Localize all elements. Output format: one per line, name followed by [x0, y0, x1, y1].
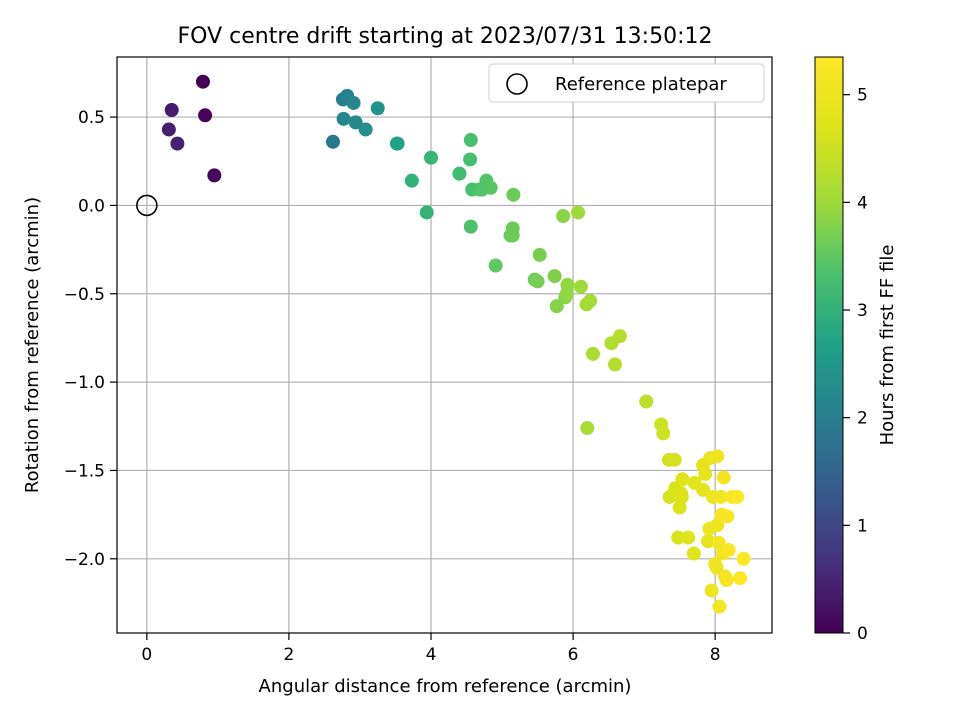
data-point: [571, 205, 586, 220]
data-point: [733, 571, 748, 586]
data-point: [709, 560, 724, 575]
data-point: [195, 74, 210, 89]
chart-title: FOV centre drift starting at 2023/07/31 …: [178, 24, 713, 49]
data-point: [547, 269, 562, 284]
data-point: [639, 394, 654, 409]
data-point: [713, 489, 728, 504]
data-point: [712, 599, 727, 614]
data-point: [667, 452, 682, 467]
data-point: [696, 482, 711, 497]
data-point: [336, 111, 351, 126]
data-point: [716, 470, 731, 485]
data-point: [672, 500, 687, 515]
data-point: [698, 466, 713, 481]
colorbar-tick-label: 2: [857, 409, 868, 429]
data-point: [483, 180, 498, 195]
reference-marker-group: [136, 194, 158, 217]
data-point: [701, 534, 716, 549]
data-point: [358, 122, 373, 137]
data-point: [463, 133, 478, 148]
legend-box: [488, 63, 765, 103]
data-point: [686, 546, 701, 561]
data-point: [170, 136, 185, 151]
data-point: [161, 122, 176, 137]
data-point: [711, 535, 726, 550]
y-tick-label: 0.5: [78, 108, 105, 128]
legend-marker-reference: [506, 73, 528, 95]
legend-label-reference: Reference platepar: [555, 74, 727, 95]
colorbar-tick-label: 3: [857, 301, 868, 321]
data-point: [721, 542, 736, 557]
data-point: [559, 286, 574, 301]
data-point: [681, 530, 696, 545]
legend: Reference platepar: [488, 63, 765, 103]
colorbar-tick-label: 1: [857, 516, 868, 536]
data-point: [585, 346, 600, 361]
data-point: [580, 421, 595, 436]
data-point: [164, 103, 179, 118]
data-point: [549, 299, 564, 314]
colorbar-label: Hours from first FF file: [877, 245, 898, 446]
data-point: [198, 108, 213, 123]
data-point: [656, 426, 671, 441]
data-point: [505, 228, 520, 243]
colorbar-tick-label: 0: [857, 624, 868, 644]
y-tick-label: −0.5: [64, 285, 105, 305]
y-axis-ticks: 0.5 0.0 −0.5 −1.0 −1.5 −2.0: [64, 108, 117, 570]
data-point: [612, 329, 627, 344]
data-point: [671, 530, 686, 545]
data-point: [674, 489, 689, 504]
data-point: [583, 293, 598, 308]
data-point: [348, 115, 363, 130]
data-point: [710, 518, 725, 533]
x-axis-ticks: 0 2 4 6 8: [141, 633, 721, 665]
data-point: [207, 168, 222, 183]
y-tick-label: −1.5: [64, 461, 105, 481]
data-point: [675, 472, 690, 487]
y-axis-label: Rotation from reference (arcmin): [22, 197, 43, 493]
data-point: [730, 489, 745, 504]
data-point: [463, 219, 478, 234]
data-point: [736, 551, 751, 566]
data-point: [556, 209, 571, 224]
plot-frame: [116, 56, 773, 634]
data-point: [532, 247, 547, 262]
colorbar: [814, 56, 844, 634]
data-point: [424, 150, 439, 165]
data-point: [530, 274, 545, 289]
data-point: [710, 449, 725, 464]
y-tick-label: −2.0: [64, 550, 105, 570]
grid-lines: [117, 57, 772, 633]
colorbar-tick-label: 4: [857, 193, 868, 213]
data-point: [488, 258, 503, 273]
x-tick-label: 8: [710, 645, 721, 665]
colorbar-tick-label: 5: [857, 86, 868, 106]
data-point: [452, 166, 467, 181]
data-point: [573, 279, 588, 294]
x-tick-label: 2: [284, 645, 295, 665]
y-tick-label: 0.0: [78, 196, 105, 216]
data-point: [419, 205, 434, 220]
data-point: [719, 572, 734, 587]
data-point: [370, 101, 385, 116]
data-point: [463, 152, 478, 167]
data-point: [346, 95, 361, 110]
x-tick-label: 4: [426, 645, 437, 665]
x-tick-label: 6: [568, 645, 579, 665]
colorbar-ticks: 0 1 2 3 4 5: [843, 86, 868, 644]
data-point: [704, 583, 719, 598]
reference-platepar-marker: [136, 194, 158, 217]
data-point: [325, 134, 340, 149]
data-point: [390, 136, 405, 151]
data-point: [506, 187, 521, 202]
data-points: [161, 74, 751, 614]
x-tick-label: 0: [141, 645, 152, 665]
data-point: [404, 173, 419, 188]
y-tick-label: −1.0: [64, 373, 105, 393]
data-point: [607, 357, 622, 372]
data-point: [720, 509, 735, 524]
x-axis-label: Angular distance from reference (arcmin): [259, 676, 632, 697]
